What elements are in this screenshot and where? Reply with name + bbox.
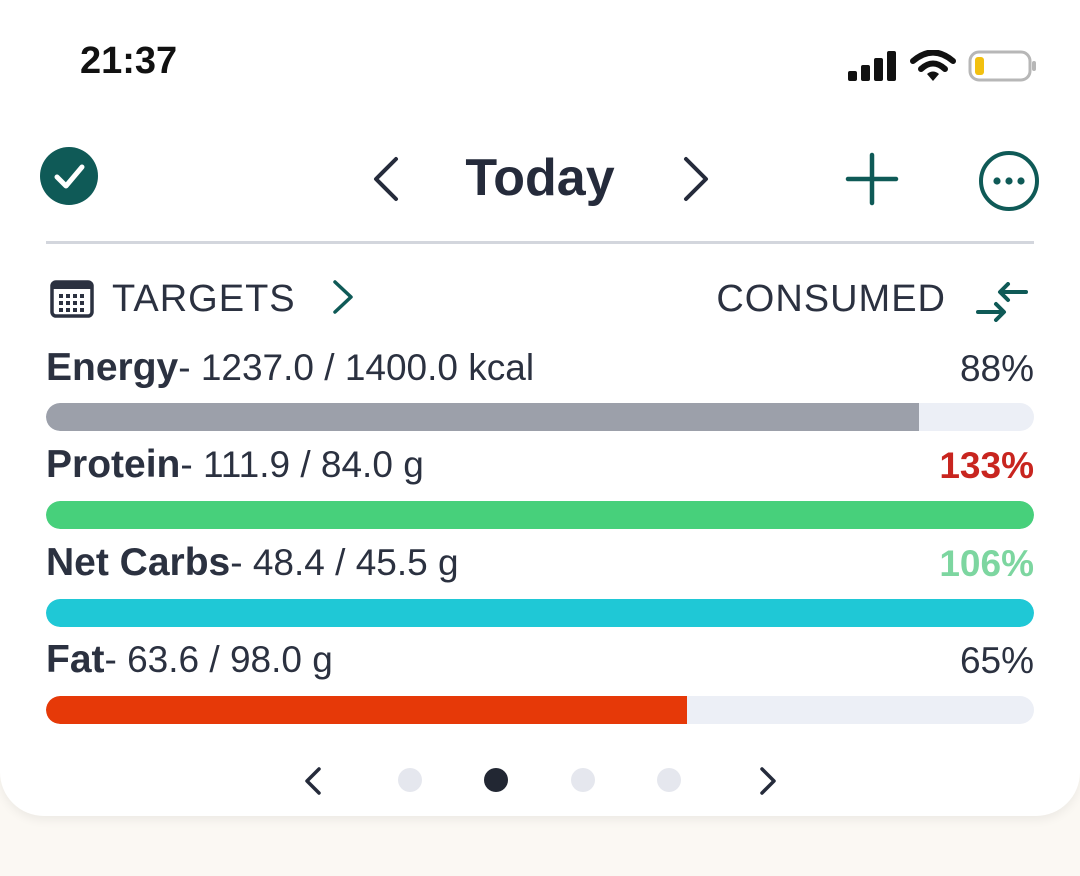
nutrient-values: - 1237.0 / 1400.0 kcal xyxy=(178,347,535,388)
nutrient-percent: 106% xyxy=(939,543,1034,584)
pager-dot[interactable] xyxy=(398,768,422,792)
calendar-icon[interactable] xyxy=(50,278,94,318)
nutrient-name: Net Carbs xyxy=(46,541,231,584)
previous-day-chevron-icon[interactable] xyxy=(370,155,402,203)
progress-fill xyxy=(46,696,688,724)
progress-fill xyxy=(46,501,1034,529)
day-complete-check-icon[interactable] xyxy=(40,147,98,205)
nutrient-row-fat[interactable]: Fat- 63.6 / 98.0 g 65% xyxy=(46,638,1034,682)
progress-bar-energy xyxy=(46,403,1034,431)
swap-arrows-icon[interactable] xyxy=(974,282,1030,322)
nutrient-label: Fat- 63.6 / 98.0 g xyxy=(46,638,333,682)
nutrient-label: Protein- 111.9 / 84.0 g xyxy=(46,443,424,487)
nutrient-name: Protein xyxy=(46,443,181,486)
nutrient-row-net-carbs[interactable]: Net Carbs- 48.4 / 45.5 g 106% xyxy=(46,541,1034,585)
battery-low-icon xyxy=(968,50,1036,82)
progress-bar-fat xyxy=(46,696,1034,724)
progress-bar-net-carbs xyxy=(46,599,1034,627)
header-divider xyxy=(46,241,1034,244)
page-title: Today xyxy=(465,149,615,207)
pager-previous-chevron-icon[interactable] xyxy=(302,766,324,796)
nutrient-percent: 65% xyxy=(959,640,1034,681)
nutrient-values: - 48.4 / 45.5 g xyxy=(230,542,459,583)
pager-dot[interactable] xyxy=(571,768,595,792)
nutrient-percent: 133% xyxy=(939,445,1034,486)
nutrient-percent: 88% xyxy=(959,348,1034,389)
nutrient-values: - 63.6 / 98.0 g xyxy=(104,639,333,680)
wifi-icon xyxy=(910,50,956,81)
cellular-signal-icon xyxy=(848,51,896,81)
targets-label[interactable]: TARGETS xyxy=(112,278,296,320)
add-plus-icon[interactable] xyxy=(845,152,899,206)
status-time: 21:37 xyxy=(80,40,178,82)
consumed-label[interactable]: CONSUMED xyxy=(716,278,946,320)
nutrient-row-energy[interactable]: Energy- 1237.0 / 1400.0 kcal 88% xyxy=(46,346,1034,390)
pager-dot[interactable] xyxy=(657,768,681,792)
nutrient-name: Energy xyxy=(46,346,179,389)
nutrient-values: - 111.9 / 84.0 g xyxy=(180,444,424,485)
pager-next-chevron-icon[interactable] xyxy=(757,766,779,796)
progress-fill xyxy=(46,403,920,431)
nutrient-label: Energy- 1237.0 / 1400.0 kcal xyxy=(46,346,534,390)
nutrient-label: Net Carbs- 48.4 / 45.5 g xyxy=(46,541,459,585)
more-options-icon[interactable] xyxy=(977,149,1041,213)
status-icons xyxy=(848,46,1038,86)
nutrient-row-protein[interactable]: Protein- 111.9 / 84.0 g 133% xyxy=(46,443,1034,487)
pager-dot[interactable] xyxy=(484,768,508,792)
progress-fill xyxy=(46,599,1034,627)
next-day-chevron-icon[interactable] xyxy=(680,155,712,203)
nutrient-name: Fat xyxy=(46,638,105,681)
targets-chevron-icon[interactable] xyxy=(330,279,356,315)
progress-bar-protein xyxy=(46,501,1034,529)
